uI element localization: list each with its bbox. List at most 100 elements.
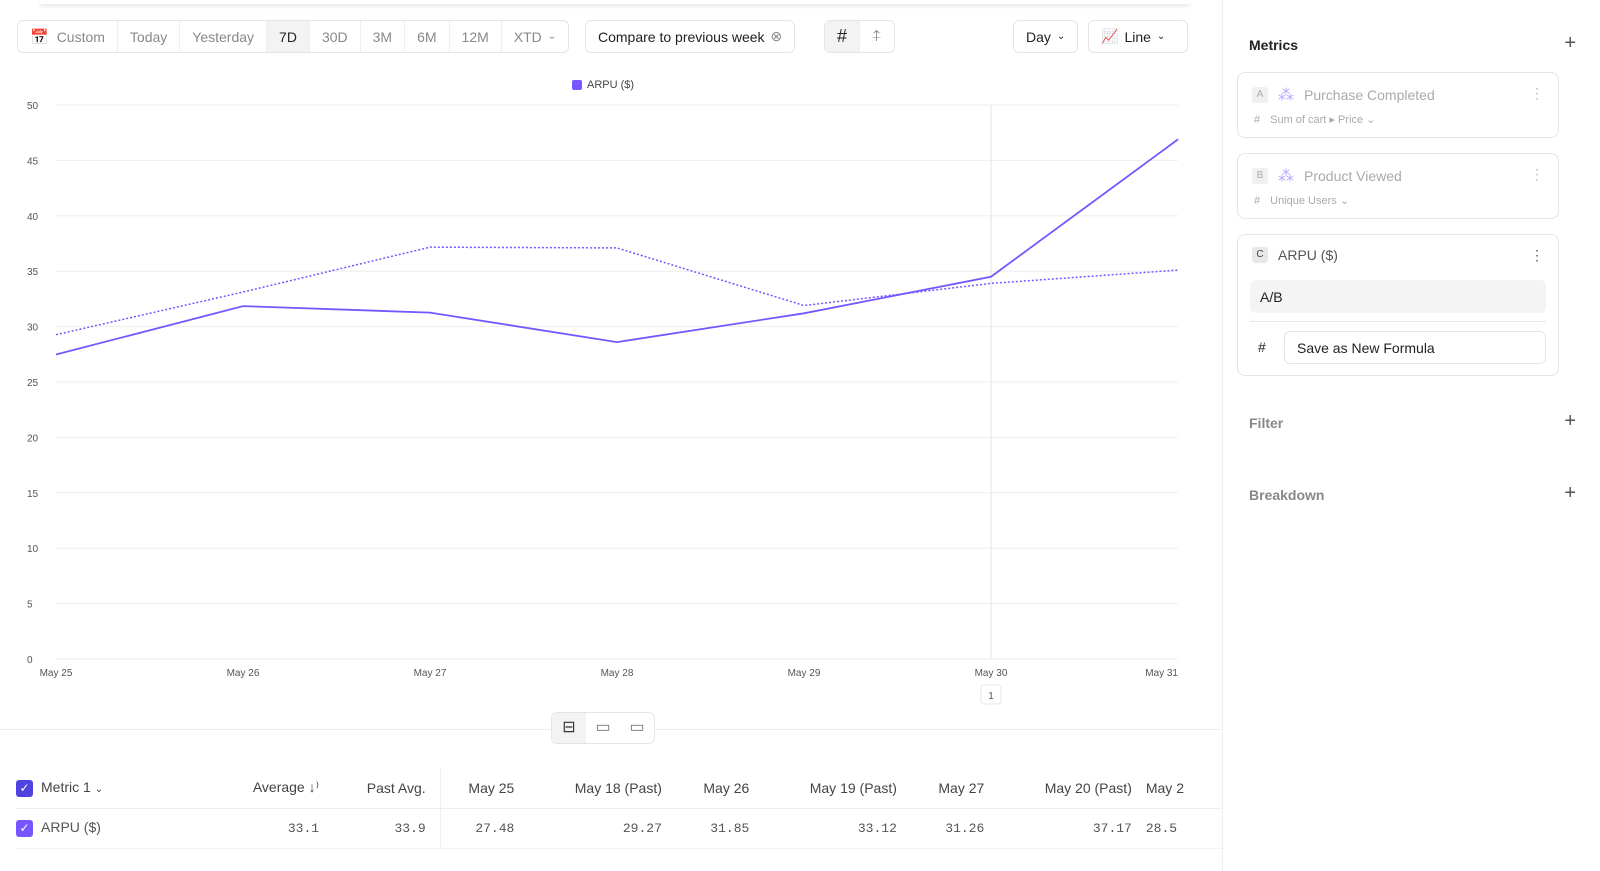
chevron-down-icon: ⌄ <box>1339 195 1350 207</box>
range-12m[interactable]: 12M <box>450 21 502 52</box>
arrow-up-icon[interactable]: ⍏ <box>872 27 882 45</box>
y-tick-label: 10 <box>27 544 39 555</box>
main-panel: 📅 Custom Today Yesterday 7D 30D 3M 6M 12M… <box>0 0 1222 849</box>
cell: 31.26 <box>910 808 999 849</box>
y-tick-label: 20 <box>27 433 39 444</box>
add-filter-icon[interactable]: + <box>1564 410 1576 432</box>
x-tick-label: May 31 <box>1145 668 1178 679</box>
range-6m[interactable]: 6M <box>405 21 450 52</box>
range-xtd[interactable]: XTD ⌄ <box>502 21 568 52</box>
save-formula-input[interactable]: Save as New Formula <box>1284 331 1546 364</box>
range-yesterday[interactable]: Yesterday <box>180 21 268 52</box>
metric-name[interactable]: ARPU ($) <box>1278 247 1338 263</box>
range-30d[interactable]: 30D <box>310 21 361 52</box>
annotation-label: 1 <box>988 691 994 702</box>
header-past-avg[interactable]: Past Avg. <box>333 768 441 809</box>
table-row[interactable]: ✓ ARPU ($) 33.1 33.9 27.48 29.27 31.85 33… <box>16 808 1222 849</box>
chevron-down-icon: ⌄ <box>94 783 104 795</box>
y-tick-label: 25 <box>27 378 39 389</box>
split-layout-icon[interactable]: ⊟ <box>552 713 586 743</box>
header-col[interactable]: May 18 (Past) <box>528 768 676 809</box>
chart-legend[interactable]: ARPU ($) <box>572 79 634 91</box>
more-icon[interactable]: ⋮ <box>1530 85 1544 101</box>
chevron-down-icon: ⌄ <box>1366 114 1376 126</box>
header-col[interactable]: May 27 <box>910 768 999 809</box>
range-7d[interactable]: 7D <box>267 21 310 52</box>
cell: 33.1 <box>216 808 334 849</box>
range-label: XTD <box>513 28 542 45</box>
header-col[interactable]: May 25 <box>440 768 529 809</box>
metric-name[interactable]: Purchase Completed <box>1304 87 1435 103</box>
cell: 37.17 <box>998 808 1146 849</box>
cell: 31.85 <box>675 808 764 849</box>
cell: 33.9 <box>333 808 441 849</box>
add-breakdown-icon[interactable]: + <box>1564 482 1576 504</box>
y-tick-label: 40 <box>27 212 39 223</box>
x-tick-label: May 29 <box>788 668 821 679</box>
range-today[interactable]: Today <box>118 21 181 52</box>
header-col[interactable]: May 26 <box>675 768 764 809</box>
metric-card-c[interactable]: C ARPU ($) ⋮ A/B # Save as New Formula <box>1237 234 1559 376</box>
add-metric-icon[interactable]: + <box>1564 32 1576 54</box>
metric-letter: B <box>1252 168 1268 184</box>
header-col[interactable]: May 2 <box>1145 768 1222 809</box>
x-tick-label: May 26 <box>227 668 260 679</box>
annotation-marker <box>980 684 1002 705</box>
range-custom[interactable]: 📅 Custom <box>18 21 118 52</box>
breakdown-title: Breakdown <box>1249 487 1325 503</box>
formula-input[interactable]: A/B <box>1250 280 1546 313</box>
x-tick-label: May 30 <box>975 668 1008 679</box>
chart-only-icon[interactable]: ▭ <box>595 719 611 736</box>
y-tick-label: 45 <box>27 156 39 167</box>
chevron-down-icon: ⌄ <box>1156 31 1166 42</box>
chart-type-label: Line <box>1124 28 1151 45</box>
header-col[interactable]: May 20 (Past) <box>998 768 1146 809</box>
date-range-selector: 📅 Custom Today Yesterday 7D 30D 3M 6M 12M… <box>17 20 570 53</box>
table-header-row: ✓ Metric 1 ⌄ Average ↓⁾ Past Avg. May 25 … <box>16 768 1222 809</box>
table-only-icon[interactable]: ▭ <box>629 719 645 736</box>
aggregation-dropdown[interactable]: Sum of cart ▸ Price <box>1270 114 1364 126</box>
chevron-down-icon: ⌄ <box>1056 31 1066 42</box>
hash-icon[interactable]: # <box>825 21 861 52</box>
line-chart[interactable]: 0 5 10 15 20 25 30 35 40 45 50 May 25 May 26 May 27 Ma… <box>0 0 1222 710</box>
divider <box>1250 321 1546 322</box>
series-line <box>55 138 1179 356</box>
metric-letter: A <box>1252 87 1268 103</box>
filter-title: Filter <box>1249 415 1284 431</box>
x-tick-label: May 28 <box>601 668 634 679</box>
hash-icon: # <box>1258 339 1266 355</box>
hash-icon: # <box>1254 114 1261 126</box>
header-label: Metric 1 <box>41 778 91 795</box>
more-icon[interactable]: ⋮ <box>1530 247 1544 263</box>
header-average[interactable]: Average ↓⁾ <box>216 768 334 809</box>
granularity-label: Day <box>1026 28 1051 45</box>
header-col[interactable]: May 19 (Past) <box>763 768 911 809</box>
layout-toggle: ⊟ ▭ ▭ <box>551 712 655 744</box>
checkbox[interactable]: ✓ <box>16 819 33 837</box>
checkbox[interactable]: ✓ <box>16 779 33 797</box>
chart-options: # ⍏ <box>824 20 895 53</box>
row-metric: ✓ ARPU ($) <box>16 808 216 849</box>
metric-card-b[interactable]: B ⁂ Product Viewed # Unique Users ⌄ ⋮ <box>1237 153 1559 219</box>
metric-name[interactable]: Product Viewed <box>1304 168 1402 184</box>
compare-label: Compare to previous week <box>598 28 765 45</box>
close-circle-icon[interactable]: ⊗ <box>770 28 783 44</box>
aggregation-dropdown[interactable]: Unique Users <box>1270 195 1337 207</box>
x-tick-label: May 25 <box>40 668 73 679</box>
y-tick-label: 35 <box>27 267 39 278</box>
sort-desc-icon[interactable]: ↓⁾ <box>308 779 320 796</box>
chart-type-dropdown[interactable]: 📈 Line ⌄ <box>1088 20 1188 53</box>
y-tick-label: 5 <box>27 600 33 611</box>
metric-card-a[interactable]: A ⁂ Purchase Completed # Sum of cart ▸ Pric… <box>1237 72 1559 138</box>
y-tick-label: 0 <box>27 655 33 666</box>
range-3m[interactable]: 3M <box>361 21 406 52</box>
legend-swatch <box>572 80 582 90</box>
hash-icon: # <box>1254 195 1261 207</box>
compare-button[interactable]: Compare to previous week ⊗ <box>585 20 796 53</box>
header-metric[interactable]: ✓ Metric 1 ⌄ <box>16 768 216 809</box>
comparison-series-line <box>55 246 1179 336</box>
header-label: Average <box>252 779 305 796</box>
row-label: ARPU ($) <box>41 819 101 836</box>
more-icon[interactable]: ⋮ <box>1530 166 1544 182</box>
granularity-dropdown[interactable]: Day ⌄ <box>1013 20 1079 53</box>
